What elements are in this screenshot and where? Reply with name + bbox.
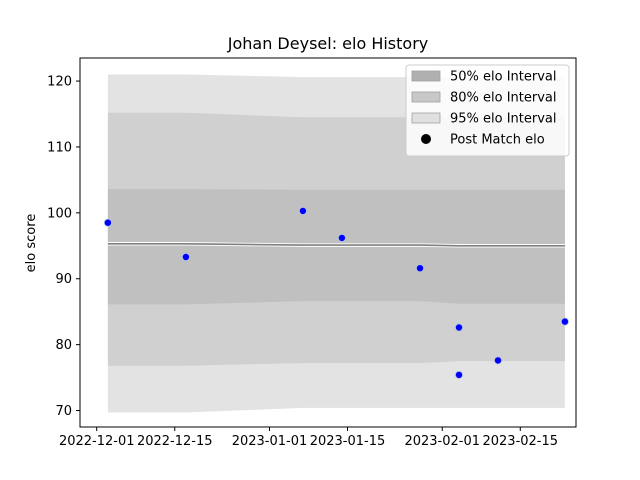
x-tick-label: 2023-02-01 — [404, 434, 480, 449]
chart-title: Johan Deysel: elo History — [227, 34, 429, 53]
x-tick-label: 2023-01-01 — [232, 434, 308, 449]
post-match-point — [493, 356, 502, 365]
y-axis-title: elo score — [24, 214, 39, 273]
plot-area-frame — [79, 57, 577, 428]
post-match-point — [181, 252, 190, 261]
mean-elo-line-layer — [107, 242, 565, 248]
x-tick-label: 2022-12-15 — [137, 434, 213, 449]
legend-swatch — [411, 91, 441, 103]
post-match-point — [454, 323, 463, 332]
x-tick-label: 2023-01-15 — [310, 434, 386, 449]
legend-swatch — [411, 70, 441, 82]
y-tick-label: 100 — [47, 206, 72, 221]
legend-marker — [421, 134, 431, 144]
x-tick-label: 2023-02-15 — [482, 434, 558, 449]
post-match-point — [337, 233, 346, 242]
legend-label: 95% elo Interval — [450, 112, 557, 127]
post-match-point — [560, 317, 569, 326]
x-axis-ticks: 2022-12-01 2022-12-15 2023-01-01 2023-01-15… — [59, 427, 558, 449]
legend-frame — [405, 64, 570, 157]
y-tick-label: 70 — [55, 404, 72, 419]
y-axis-ticks: 70 80 90 100 110 120 — [47, 75, 80, 419]
legend-label: 80% elo Interval — [450, 91, 557, 106]
legend-label: 50% elo Interval — [450, 70, 557, 85]
y-tick-label: 120 — [47, 75, 72, 90]
y-tick-label: 90 — [55, 272, 72, 287]
post-match-point — [298, 206, 307, 215]
legend: 50% elo Interval 80% elo Interval 95% elo … — [405, 64, 570, 157]
post-match-points — [103, 206, 569, 379]
post-match-point — [103, 218, 112, 227]
legend-label: Post Match elo — [450, 133, 545, 148]
y-tick-label: 110 — [47, 140, 72, 155]
y-tick-label: 80 — [55, 338, 72, 353]
x-tick-label: 2022-12-01 — [59, 434, 135, 449]
mean-elo-line — [107, 243, 565, 247]
legend-swatch — [411, 112, 441, 124]
post-match-point — [454, 370, 463, 379]
post-match-point — [415, 264, 424, 273]
